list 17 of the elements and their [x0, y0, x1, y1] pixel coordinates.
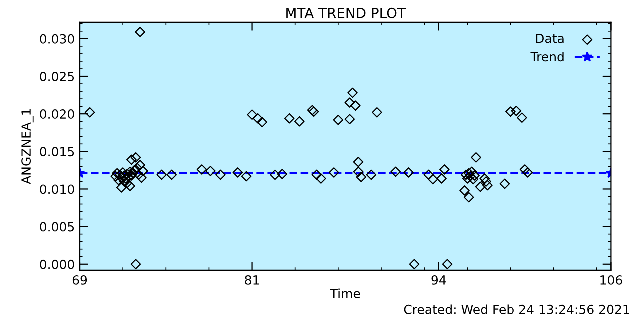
x-tick-label: 106 [600, 275, 622, 285]
x-tick-label: 81 [245, 275, 260, 285]
y-tick-label: 0.030 [40, 34, 74, 44]
y-axis-title: ANGZNEA_1 [22, 109, 34, 184]
x-tick-label: 94 [432, 275, 446, 285]
y-tick-label: 0.010 [40, 184, 74, 194]
y-tick-label: 0.015 [40, 147, 74, 157]
y-tick-label: 0.025 [40, 72, 74, 82]
x-tick-label: 69 [72, 275, 88, 285]
text: Created: Wed Feb 24 13:24:56 2021 [404, 304, 630, 314]
x-axis-title: Time [330, 288, 360, 298]
y-tick-label: 0.005 [40, 222, 74, 232]
y-tick-label: 0.020 [40, 110, 74, 120]
chart-title: MTA TREND PLOT [286, 8, 406, 18]
y-tick-label: 0.000 [40, 260, 74, 270]
legend-label: Trend [530, 52, 564, 62]
legend-label: Data [536, 34, 564, 44]
